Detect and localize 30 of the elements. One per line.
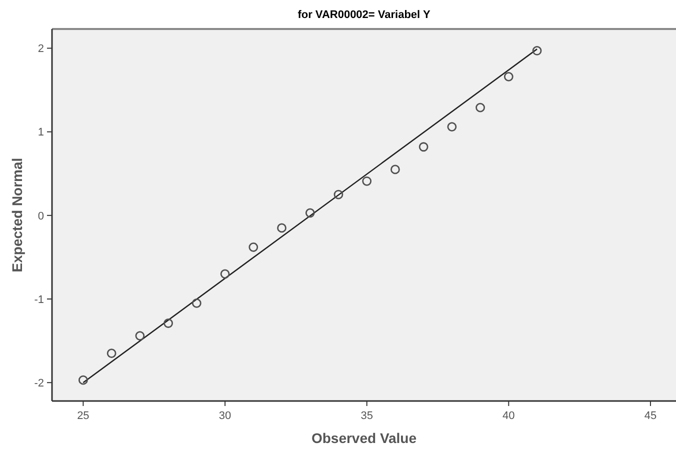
point xyxy=(220,269,230,279)
y-tick-label: 0 xyxy=(38,210,44,222)
chart-title: for VAR00002= Variabel Y xyxy=(298,9,431,21)
point xyxy=(106,348,116,358)
point xyxy=(277,223,286,233)
y-axis-title: Expected Normal xyxy=(9,158,25,272)
x-tick-label: 40 xyxy=(502,410,515,422)
x-tick-label: 30 xyxy=(218,410,232,422)
point xyxy=(504,72,514,82)
point xyxy=(418,142,428,152)
point xyxy=(476,102,485,112)
y-tick-label: -1 xyxy=(34,294,44,306)
y-tick-label: 1 xyxy=(38,126,44,139)
x-tick-label: 45 xyxy=(644,410,657,422)
point xyxy=(192,298,202,308)
point xyxy=(305,208,315,218)
point xyxy=(78,375,88,385)
point xyxy=(135,331,145,340)
point xyxy=(334,190,344,200)
point xyxy=(362,176,372,186)
x-axis-title: Observed Value xyxy=(311,430,417,446)
x-tick-label: 35 xyxy=(360,410,373,422)
point xyxy=(390,164,400,174)
point xyxy=(164,318,173,328)
point xyxy=(532,46,542,56)
y-tick-label: -2 xyxy=(34,377,44,390)
y-tick-label: 2 xyxy=(38,43,44,56)
point xyxy=(447,122,457,132)
point xyxy=(248,242,258,252)
x-tick-label: 25 xyxy=(77,410,90,422)
